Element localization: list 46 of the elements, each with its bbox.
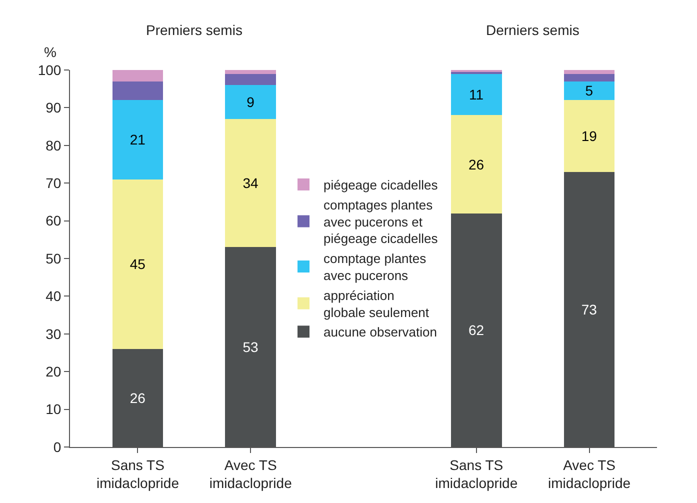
data-label: 11 <box>469 86 484 103</box>
bar <box>225 85 276 120</box>
bar <box>225 74 276 86</box>
y-tick-label: 20 <box>46 364 62 380</box>
y-axis-title: % <box>44 44 56 60</box>
bar <box>564 74 615 82</box>
data-label: 21 <box>130 132 146 148</box>
bar <box>112 70 164 82</box>
data-label: 45 <box>130 256 146 272</box>
bar <box>112 100 164 180</box>
legend-label: piégeage cicadelles <box>324 178 438 193</box>
y-tick-label: 30 <box>46 326 62 342</box>
y-tick-label: 10 <box>46 401 62 418</box>
bar <box>564 81 615 100</box>
bar <box>450 74 502 116</box>
data-label: 26 <box>130 390 146 406</box>
bar <box>225 70 276 74</box>
text: Premiers semis <box>146 22 242 38</box>
data-label: 9 <box>246 94 255 110</box>
y-tick-label: 100 <box>38 62 62 78</box>
y-tick-label: 70 <box>46 175 62 191</box>
bar <box>564 70 615 74</box>
y-tick-label: 80 <box>46 137 62 154</box>
x-tick-label: Sans TS imidaclopride <box>96 456 180 491</box>
data-label: 34 <box>242 175 259 192</box>
data-label: 53 <box>242 339 259 356</box>
data-label: 62 <box>468 322 484 338</box>
data-label: 73 <box>581 301 598 318</box>
data-label: 26 <box>468 156 484 172</box>
x-tick-label: Avec TS imidaclopride <box>209 456 292 491</box>
y-tick-label: 90 <box>46 100 62 116</box>
x-tick-label: Sans TS imidaclopride <box>435 456 518 491</box>
bar <box>564 100 615 172</box>
x-tick-label: Avec TS imidaclopride <box>548 456 631 491</box>
y-tick-label: 0 <box>53 438 62 455</box>
legend-label: aucune observation <box>324 324 437 340</box>
bar <box>112 179 164 349</box>
y-tick-label: 50 <box>46 250 62 266</box>
data-label: 19 <box>581 128 598 144</box>
text: Derniers semis <box>486 22 580 38</box>
y-tick-label: 60 <box>46 212 62 229</box>
data-label: 5 <box>585 82 594 99</box>
bar <box>450 115 502 214</box>
bar <box>225 119 276 248</box>
bar <box>112 81 164 100</box>
y-tick-label: 40 <box>46 288 62 304</box>
